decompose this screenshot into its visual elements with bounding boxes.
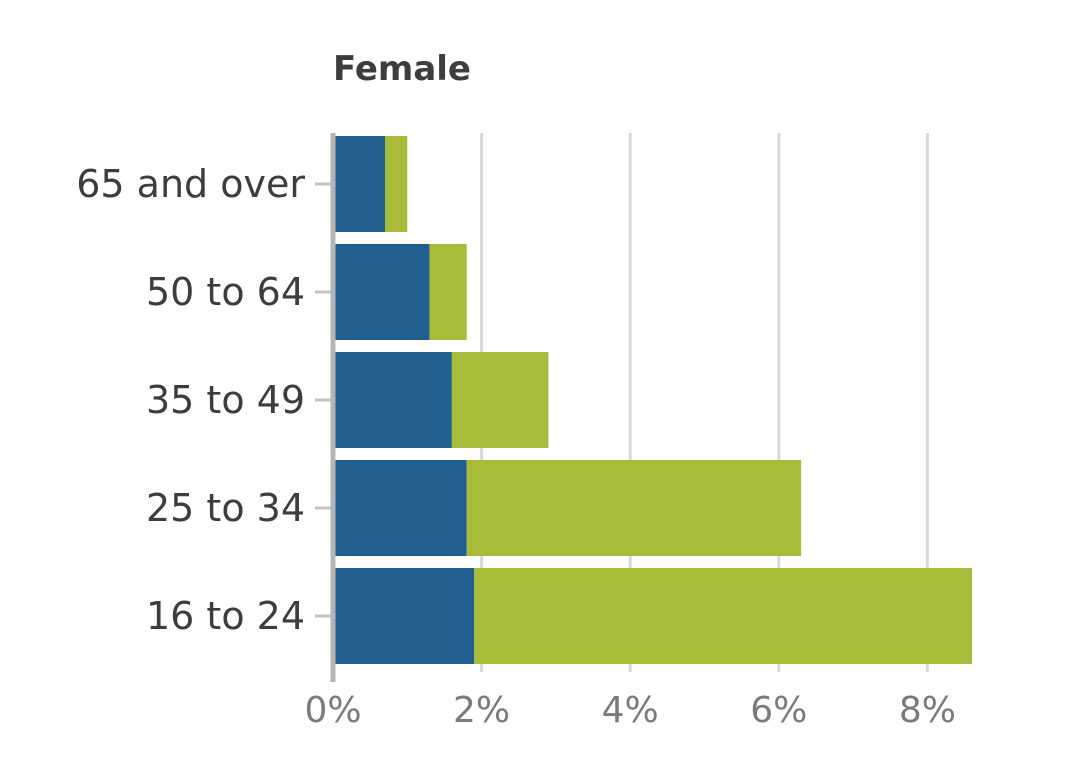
bar-segment-2 bbox=[385, 136, 408, 232]
bar-segment-1 bbox=[333, 244, 430, 340]
bar-segment-1 bbox=[333, 352, 452, 448]
x-tick-label: 6% bbox=[750, 690, 807, 731]
bar-segment-2 bbox=[451, 352, 549, 448]
bar-segment-1 bbox=[333, 136, 386, 232]
x-tick-label: 8% bbox=[899, 690, 956, 731]
bar-segment-2 bbox=[466, 460, 802, 556]
bar-segment-2 bbox=[474, 568, 972, 664]
y-category-label: 50 to 64 bbox=[146, 270, 305, 314]
y-category-label: 16 to 24 bbox=[146, 594, 305, 638]
chart-title: Female bbox=[333, 49, 471, 89]
x-tick-label: 0% bbox=[304, 690, 361, 731]
bar-segment-1 bbox=[333, 460, 467, 556]
y-category-label: 35 to 49 bbox=[146, 378, 305, 422]
bar-segment-2 bbox=[429, 244, 467, 340]
x-tick-label: 2% bbox=[453, 690, 510, 731]
y-category-label: 65 and over bbox=[76, 162, 305, 206]
bar-segment-1 bbox=[333, 568, 475, 664]
y-category-label: 25 to 34 bbox=[146, 486, 305, 530]
x-tick-label: 4% bbox=[602, 690, 659, 731]
